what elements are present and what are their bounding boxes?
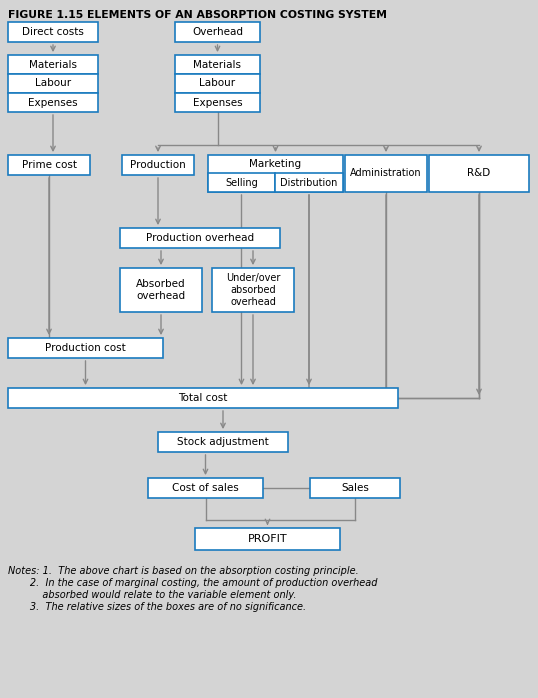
Bar <box>429 155 529 192</box>
Bar <box>120 228 280 248</box>
Bar <box>8 338 163 358</box>
Text: Prime cost: Prime cost <box>22 160 76 170</box>
Text: R&D: R&D <box>468 168 491 179</box>
Bar <box>8 22 98 42</box>
Bar <box>345 155 427 192</box>
Text: Direct costs: Direct costs <box>22 27 84 37</box>
Text: Overhead: Overhead <box>192 27 243 37</box>
Bar <box>8 388 398 408</box>
Text: Labour: Labour <box>200 78 236 89</box>
Text: Sales: Sales <box>341 483 369 493</box>
Text: Materials: Materials <box>29 59 77 70</box>
Text: Total cost: Total cost <box>178 393 228 403</box>
Text: Notes: 1.  The above chart is based on the absorption costing principle.: Notes: 1. The above chart is based on th… <box>8 566 359 576</box>
Bar <box>175 93 260 112</box>
Bar <box>175 22 260 42</box>
Text: Materials: Materials <box>194 59 242 70</box>
Bar <box>195 528 340 550</box>
Bar <box>208 155 343 192</box>
Text: Cost of sales: Cost of sales <box>172 483 239 493</box>
Text: Expenses: Expenses <box>28 98 78 107</box>
Text: Production cost: Production cost <box>45 343 126 353</box>
Bar <box>122 155 194 175</box>
Bar <box>208 173 275 192</box>
Text: Marketing: Marketing <box>250 159 302 169</box>
Text: Production overhead: Production overhead <box>146 233 254 243</box>
Text: absorbed would relate to the variable element only.: absorbed would relate to the variable el… <box>8 590 296 600</box>
Text: PROFIT: PROFIT <box>247 534 287 544</box>
Text: Stock adjustment: Stock adjustment <box>177 437 269 447</box>
Bar <box>120 268 202 312</box>
Bar <box>310 478 400 498</box>
Bar <box>175 55 260 74</box>
Bar <box>8 93 98 112</box>
Text: Expenses: Expenses <box>193 98 242 107</box>
Bar <box>8 74 98 93</box>
Bar <box>8 55 98 74</box>
Text: Under/over
absorbed
overhead: Under/over absorbed overhead <box>226 273 280 307</box>
Bar <box>8 155 90 175</box>
Text: Labour: Labour <box>35 78 71 89</box>
Text: FIGURE 1.15 ELEMENTS OF AN ABSORPTION COSTING SYSTEM: FIGURE 1.15 ELEMENTS OF AN ABSORPTION CO… <box>8 10 387 20</box>
Text: 2.  In the case of marginal costing, the amount of production overhead: 2. In the case of marginal costing, the … <box>8 578 378 588</box>
Bar <box>158 432 288 452</box>
Text: Distribution: Distribution <box>280 177 338 188</box>
Bar <box>148 478 263 498</box>
Text: Absorbed
overhead: Absorbed overhead <box>136 279 186 302</box>
Text: Administration: Administration <box>350 168 422 179</box>
Text: Production: Production <box>130 160 186 170</box>
Text: Selling: Selling <box>225 177 258 188</box>
Bar <box>212 268 294 312</box>
Bar <box>175 74 260 93</box>
Text: 3.  The relative sizes of the boxes are of no significance.: 3. The relative sizes of the boxes are o… <box>8 602 306 612</box>
Bar <box>275 173 343 192</box>
